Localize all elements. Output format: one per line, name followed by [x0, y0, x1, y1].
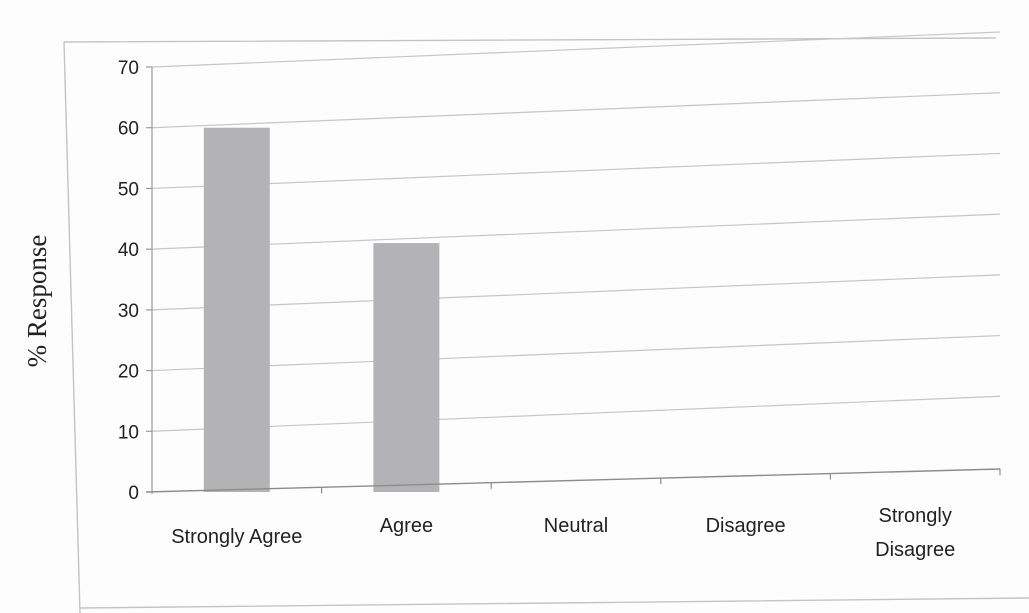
bars: [203, 127, 440, 492]
y-axis-label: % Response: [22, 235, 52, 368]
x-tick-label: Neutral: [544, 515, 608, 537]
gridline: [151, 31, 1001, 68]
x-axis-line: [145, 468, 1001, 493]
gridline: [151, 274, 1001, 311]
gridline: [151, 395, 1001, 432]
x-tick-label: Strongly Disagree: [875, 505, 955, 561]
gridline: [151, 152, 1001, 190]
y-tick-label: 10: [118, 422, 139, 443]
bar-agree: [373, 243, 440, 492]
y-tick-label: 40: [118, 240, 139, 261]
bar-strongly-agree: [203, 127, 270, 492]
y-tick-label: 60: [118, 119, 139, 140]
x-tick-label: Disagree: [706, 515, 786, 537]
y-tick-label: 30: [118, 301, 139, 322]
y-tick-label: 20: [118, 362, 139, 383]
y-tick-label: 70: [118, 58, 139, 79]
y-tick-labels: 0 10 20 30 40 50 60 70: [118, 58, 139, 504]
gridline: [151, 213, 1001, 250]
gridlines: [151, 31, 1001, 432]
y-tick-label: 0: [128, 483, 139, 504]
x-tick-labels: Strongly Agree Agree Neutral Disagree Strong…: [171, 505, 955, 561]
x-tick-label: Strongly Agree: [171, 526, 302, 548]
gridline: [151, 334, 1001, 372]
axes: [145, 66, 1001, 494]
gridline: [151, 92, 1001, 129]
y-tick-label: 50: [118, 179, 139, 200]
x-tick-label: Agree: [380, 515, 433, 537]
